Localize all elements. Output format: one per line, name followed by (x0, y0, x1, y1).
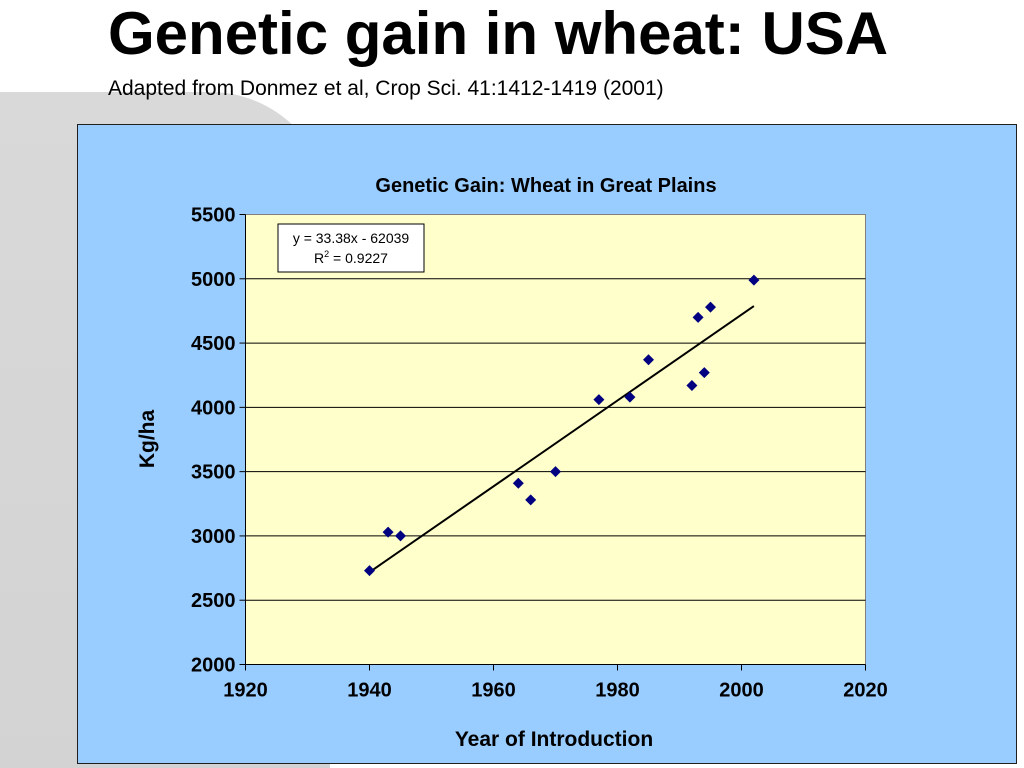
data-point-14 (748, 274, 760, 286)
y-tick-label-5000: 5000 (191, 269, 236, 291)
y-tick-label-5500: 5500 (191, 205, 236, 227)
x-tick-label-2000: 2000 (719, 680, 764, 702)
x-axis-label: Year of Introduction (455, 728, 653, 751)
y-axis-label: Kg/ha (136, 410, 159, 469)
x-tick-label-2020: 2020 (843, 680, 888, 702)
data-point-13 (705, 301, 716, 313)
slide-top-band (0, 0, 1024, 92)
data-point-3 (395, 530, 406, 542)
data-point-12 (698, 367, 710, 379)
x-tick-label-1920: 1920 (223, 680, 268, 702)
trendline-equation: y = 33.38x - 62039 (293, 230, 410, 246)
data-point-8 (624, 391, 636, 403)
slide-title: Genetic gain in wheat: USA (108, 0, 889, 67)
data-point-5 (525, 494, 537, 506)
slide-subtitle: Adapted from Donmez et al, Crop Sci. 41:… (108, 77, 664, 100)
data-point-10 (686, 380, 698, 391)
x-tick-label-1940: 1940 (347, 680, 392, 702)
r-squared-superscript: 2 (324, 249, 329, 259)
trendline-label-box (277, 223, 425, 273)
x-tick-label-1960: 1960 (471, 680, 516, 702)
r-squared-value: = 0.9227 (329, 250, 388, 266)
data-point-4 (512, 477, 524, 489)
chart-area: Genetic Gain: Wheat in Great Plains 1920… (77, 124, 1017, 764)
x-tick-label-1980: 1980 (595, 680, 640, 702)
data-points (364, 274, 760, 577)
y-tick-label-4500: 4500 (191, 333, 236, 355)
y-tick-label-3000: 3000 (191, 526, 236, 548)
data-point-6 (550, 466, 561, 478)
data-point-11 (692, 311, 704, 323)
data-point-1 (364, 565, 375, 577)
data-point-9 (643, 354, 654, 366)
data-point-7 (593, 394, 605, 406)
r-squared-label: R (314, 250, 324, 266)
trendline-r-squared: R2 = 0.9227 (314, 249, 388, 266)
y-tick-label-3500: 3500 (191, 462, 236, 484)
data-point-2 (382, 526, 394, 538)
y-axis: 2000 2500 3000 3500 4000 4500 5000 5500 (191, 205, 246, 677)
x-axis: 1920 1940 1960 1980 2000 2020 (223, 664, 888, 702)
trendline (368, 305, 755, 573)
y-tick-label-2500: 2500 (191, 590, 236, 612)
trendline-group (368, 305, 755, 573)
trendline-label: y = 33.38x - 62039 R2 = 0.9227 (277, 223, 425, 273)
y-tick-label-4000: 4000 (191, 397, 236, 419)
chart-title: Genetic Gain: Wheat in Great Plains (375, 175, 716, 197)
plot-area (245, 214, 866, 665)
scatter-chart: Genetic Gain: Wheat in Great Plains 1920… (136, 175, 888, 751)
y-tick-label-2000: 2000 (191, 655, 236, 677)
